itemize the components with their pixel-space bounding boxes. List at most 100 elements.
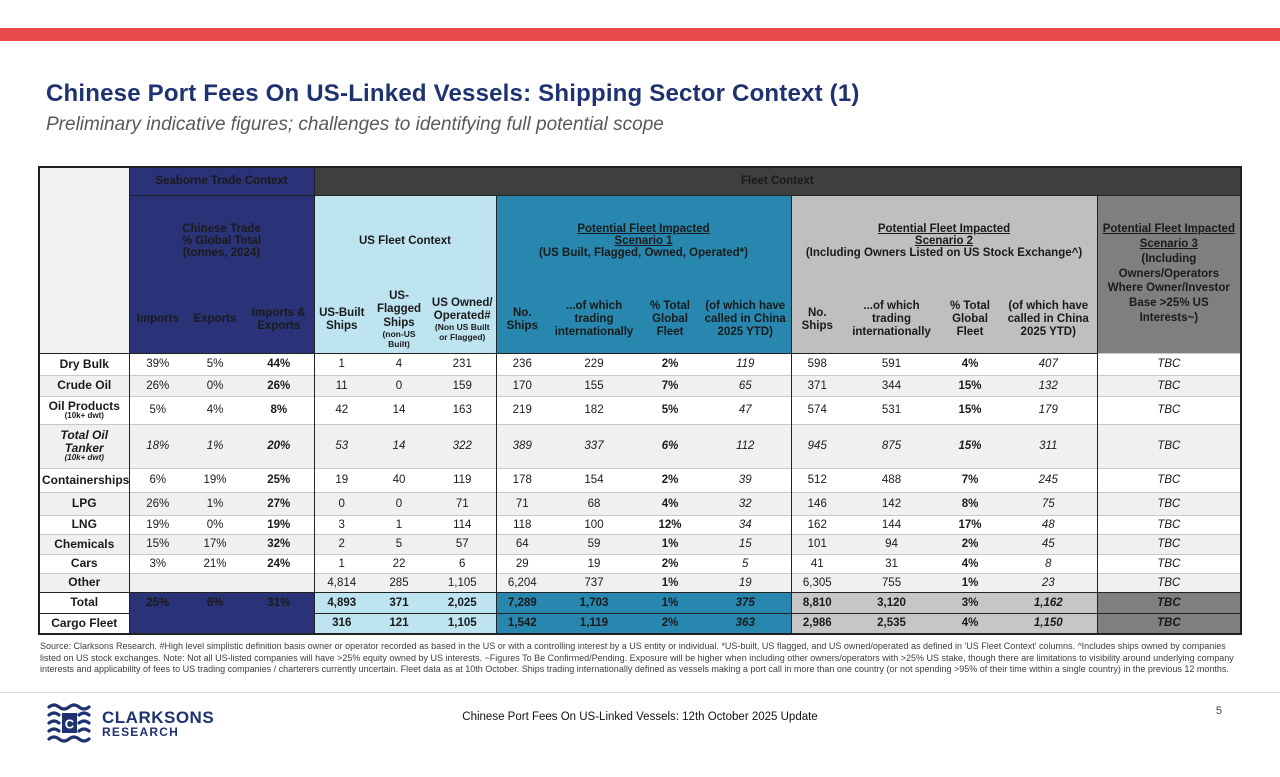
cell-scenario2: 142	[843, 491, 940, 515]
cell-scenario1: 19	[700, 572, 791, 592]
cell-scenario2: 875	[843, 423, 940, 468]
cell-us-fleet: 322	[429, 423, 496, 468]
cell-us-fleet: 121	[369, 612, 429, 634]
cell-scenario3: TBC	[1096, 553, 1242, 573]
cell-trade: 25%	[128, 591, 186, 613]
row-label: Other	[39, 572, 129, 592]
header-us-fleet-context: US Fleet Context	[313, 195, 496, 287]
row-label: Cars	[39, 553, 129, 573]
table-row: LPG 26% 1% 27% 0 0 71 71 68 4% 32 146 142 8% 75 TBC	[39, 491, 1242, 515]
row-sublabel: (10k+ dwt)	[64, 453, 104, 463]
brand-line1: CLARKSONS	[102, 707, 215, 727]
cell-scenario2: 1,150	[1000, 612, 1097, 634]
cell-scenario2: 4%	[940, 612, 1000, 634]
header-scenario-1: Potential Fleet Impacted Scenario 1 (US …	[495, 195, 791, 287]
cell-scenario1: 1,119	[548, 612, 640, 634]
cell-us-fleet: 285	[369, 572, 429, 592]
cell-trade: 4%	[186, 395, 244, 424]
cell-scenario1: 2%	[640, 612, 700, 634]
cell-scenario1: 5%	[640, 395, 700, 424]
cell-scenario3: TBC	[1096, 572, 1242, 592]
cell-trade: 32%	[244, 533, 314, 554]
cell-scenario2: 531	[843, 395, 940, 424]
col-header-s2-pct-global: % Total Global Fleet	[940, 287, 1000, 354]
cell-scenario2: 512	[790, 467, 843, 492]
accent-bar	[0, 28, 1280, 41]
cell-scenario1: 375	[700, 591, 791, 613]
cell-us-fleet: 40	[369, 467, 429, 492]
cell-scenario2: 7%	[940, 467, 1000, 492]
cell-us-fleet: 119	[429, 467, 496, 492]
cell-trade: 15%	[128, 533, 186, 554]
cell-scenario1: 19	[548, 553, 640, 573]
col-header-imports-exports: Imports & Exports	[244, 287, 314, 354]
cell-scenario2: 75	[1000, 491, 1097, 515]
cell-us-fleet: 19	[313, 467, 369, 492]
cell-scenario2: 2%	[940, 533, 1000, 554]
cell-scenario3: TBC	[1096, 467, 1242, 492]
cell-us-fleet: 163	[429, 395, 496, 424]
cell-us-fleet: 14	[369, 423, 429, 468]
cell-scenario3: TBC	[1096, 395, 1242, 424]
cell-scenario1: 119	[700, 352, 791, 375]
cell-us-fleet: 1	[369, 514, 429, 534]
cell-scenario1: 68	[548, 491, 640, 515]
cell-scenario1: 6,204	[495, 572, 548, 592]
cell-scenario2: 2,535	[843, 612, 940, 634]
cell-scenario3: TBC	[1096, 374, 1242, 396]
cell-us-fleet: 0	[313, 491, 369, 515]
cell-scenario1: 2%	[640, 467, 700, 492]
cell-trade: 18%	[128, 423, 186, 468]
clarksons-logo-text: CLARKSONS RESEARCH	[102, 709, 214, 738]
cell-scenario1: 1,542	[495, 612, 548, 634]
cell-trade	[244, 572, 314, 592]
cell-trade: 1%	[186, 491, 244, 515]
row-label: Total	[39, 591, 129, 613]
cell-scenario1: 737	[548, 572, 640, 592]
page-subtitle: Preliminary indicative figures; challeng…	[46, 114, 664, 135]
row-label: Crude Oil	[39, 374, 129, 396]
chinese-trade-line3: (tonnes, 2024)	[182, 247, 261, 260]
col-header-s2-called-china: (of which have called in China 2025 YTD)	[1000, 287, 1097, 354]
cell-scenario1: 182	[548, 395, 640, 424]
cell-trade: 0%	[186, 374, 244, 396]
cell-us-fleet: 231	[429, 352, 496, 375]
cell-us-fleet: 4,893	[313, 591, 369, 613]
cell-scenario1: 100	[548, 514, 640, 534]
cell-scenario1: 6%	[640, 423, 700, 468]
scenario3-subtitle: (Including Owners/Operators Where Owner/…	[1107, 252, 1230, 325]
cell-scenario2: 3%	[940, 591, 1000, 613]
cell-scenario2: 245	[1000, 467, 1097, 492]
cell-scenario2: 94	[843, 533, 940, 554]
cell-scenario2: 574	[790, 395, 843, 424]
col-header-s2-no-ships: No. Ships	[790, 287, 843, 354]
cell-trade: 8%	[244, 395, 314, 424]
row-label: LNG	[39, 514, 129, 534]
table-row: LNG 19% 0% 19% 3 1 114 118 100 12% 34 162 144 17% 48 TB…	[39, 514, 1242, 534]
cell-scenario2: 4%	[940, 553, 1000, 573]
cell-trade	[244, 613, 314, 634]
cell-us-fleet: 1	[313, 553, 369, 573]
footer: C CLARKSONS RESEARCH Chinese Port Fees O…	[0, 693, 1280, 763]
cell-scenario3: TBC	[1096, 533, 1242, 554]
cell-scenario2: 23	[1000, 572, 1097, 592]
clarksons-logo-icon: C	[47, 703, 91, 743]
header-scenario-3: Potential Fleet Impacted Scenario 3 (Inc…	[1096, 195, 1242, 353]
footer-caption: Chinese Port Fees On US-Linked Vessels: …	[462, 711, 818, 723]
cell-trade: 6%	[186, 591, 244, 613]
row-label: Total Oil Tanker (10k+ dwt)	[39, 423, 129, 468]
cell-scenario3: TBC	[1096, 591, 1242, 613]
cell-us-fleet: 4	[369, 352, 429, 375]
cell-scenario1: 7,289	[495, 591, 548, 613]
table-corner-cell	[39, 167, 129, 354]
cell-trade: 5%	[186, 352, 244, 375]
cell-scenario1: 236	[495, 352, 548, 375]
cell-scenario2: 591	[843, 352, 940, 375]
col-header-us-flagged: US-Flagged Ships (non-US Built)	[369, 287, 429, 354]
cell-scenario1: 32	[700, 491, 791, 515]
col-header-imports: Imports	[128, 287, 186, 354]
cell-scenario1: 47	[700, 395, 791, 424]
cell-scenario2: 41	[790, 553, 843, 573]
cell-scenario2: 48	[1000, 514, 1097, 534]
cell-scenario3: TBC	[1096, 491, 1242, 515]
